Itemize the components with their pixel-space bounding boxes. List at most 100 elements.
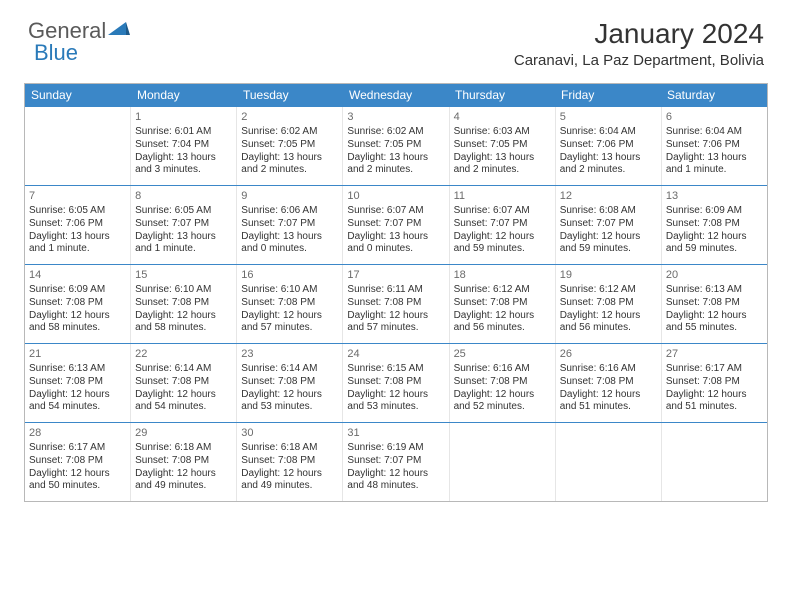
day-number: 15 bbox=[135, 268, 232, 282]
sunset-text: Sunset: 7:08 PM bbox=[29, 455, 126, 468]
calendar-cell: 13Sunrise: 6:09 AMSunset: 7:08 PMDayligh… bbox=[662, 186, 767, 264]
sunset-text: Sunset: 7:08 PM bbox=[454, 376, 551, 389]
sunrise-text: Sunrise: 6:18 AM bbox=[241, 442, 338, 455]
day-header: Friday bbox=[555, 84, 661, 106]
sunrise-text: Sunrise: 6:05 AM bbox=[135, 205, 232, 218]
sunset-text: Sunset: 7:07 PM bbox=[241, 218, 338, 231]
calendar-cell: 15Sunrise: 6:10 AMSunset: 7:08 PMDayligh… bbox=[131, 265, 237, 343]
day-number: 4 bbox=[454, 110, 551, 124]
sunrise-text: Sunrise: 6:04 AM bbox=[666, 126, 763, 139]
sunrise-text: Sunrise: 6:19 AM bbox=[347, 442, 444, 455]
sunset-text: Sunset: 7:06 PM bbox=[666, 139, 763, 152]
daylight-text: Daylight: 12 hours and 52 minutes. bbox=[454, 389, 551, 415]
logo-blue-wrap: Blue bbox=[34, 40, 78, 66]
calendar-cell: 1Sunrise: 6:01 AMSunset: 7:04 PMDaylight… bbox=[131, 107, 237, 185]
sunrise-text: Sunrise: 6:13 AM bbox=[29, 363, 126, 376]
daylight-text: Daylight: 12 hours and 56 minutes. bbox=[560, 310, 657, 336]
week-row: 14Sunrise: 6:09 AMSunset: 7:08 PMDayligh… bbox=[25, 264, 767, 343]
day-number: 20 bbox=[666, 268, 763, 282]
calendar-cell: 7Sunrise: 6:05 AMSunset: 7:06 PMDaylight… bbox=[25, 186, 131, 264]
sunset-text: Sunset: 7:05 PM bbox=[347, 139, 444, 152]
day-number: 22 bbox=[135, 347, 232, 361]
day-number: 12 bbox=[560, 189, 657, 203]
day-number: 10 bbox=[347, 189, 444, 203]
day-number: 13 bbox=[666, 189, 763, 203]
daylight-text: Daylight: 13 hours and 2 minutes. bbox=[347, 152, 444, 178]
daylight-text: Daylight: 12 hours and 58 minutes. bbox=[135, 310, 232, 336]
sunset-text: Sunset: 7:08 PM bbox=[560, 297, 657, 310]
sunrise-text: Sunrise: 6:17 AM bbox=[666, 363, 763, 376]
page-header: General January 2024 Caranavi, La Paz De… bbox=[0, 0, 792, 75]
sunrise-text: Sunrise: 6:17 AM bbox=[29, 442, 126, 455]
calendar-cell: 11Sunrise: 6:07 AMSunset: 7:07 PMDayligh… bbox=[450, 186, 556, 264]
day-number: 26 bbox=[560, 347, 657, 361]
sunrise-text: Sunrise: 6:16 AM bbox=[454, 363, 551, 376]
day-number: 30 bbox=[241, 426, 338, 440]
day-number: 3 bbox=[347, 110, 444, 124]
calendar-cell: 22Sunrise: 6:14 AMSunset: 7:08 PMDayligh… bbox=[131, 344, 237, 422]
logo-text-blue: Blue bbox=[34, 40, 78, 65]
sunset-text: Sunset: 7:07 PM bbox=[347, 218, 444, 231]
sunset-text: Sunset: 7:08 PM bbox=[347, 376, 444, 389]
sunrise-text: Sunrise: 6:02 AM bbox=[241, 126, 338, 139]
calendar-cell bbox=[25, 107, 131, 185]
title-block: January 2024 Caranavi, La Paz Department… bbox=[514, 18, 764, 69]
logo-triangle-icon bbox=[108, 20, 130, 43]
day-header: Monday bbox=[131, 84, 237, 106]
day-header: Wednesday bbox=[343, 84, 449, 106]
sunset-text: Sunset: 7:08 PM bbox=[241, 455, 338, 468]
sunrise-text: Sunrise: 6:07 AM bbox=[347, 205, 444, 218]
sunset-text: Sunset: 7:08 PM bbox=[560, 376, 657, 389]
day-number: 19 bbox=[560, 268, 657, 282]
daylight-text: Daylight: 13 hours and 0 minutes. bbox=[347, 231, 444, 257]
sunrise-text: Sunrise: 6:11 AM bbox=[347, 284, 444, 297]
calendar-cell: 14Sunrise: 6:09 AMSunset: 7:08 PMDayligh… bbox=[25, 265, 131, 343]
sunrise-text: Sunrise: 6:18 AM bbox=[135, 442, 232, 455]
sunrise-text: Sunrise: 6:08 AM bbox=[560, 205, 657, 218]
sunset-text: Sunset: 7:08 PM bbox=[666, 218, 763, 231]
day-header: Tuesday bbox=[237, 84, 343, 106]
day-number: 17 bbox=[347, 268, 444, 282]
daylight-text: Daylight: 12 hours and 59 minutes. bbox=[666, 231, 763, 257]
sunrise-text: Sunrise: 6:10 AM bbox=[135, 284, 232, 297]
calendar-cell bbox=[662, 423, 767, 501]
day-number: 23 bbox=[241, 347, 338, 361]
calendar-cell: 17Sunrise: 6:11 AMSunset: 7:08 PMDayligh… bbox=[343, 265, 449, 343]
calendar-cell: 20Sunrise: 6:13 AMSunset: 7:08 PMDayligh… bbox=[662, 265, 767, 343]
sunrise-text: Sunrise: 6:12 AM bbox=[454, 284, 551, 297]
sunset-text: Sunset: 7:05 PM bbox=[454, 139, 551, 152]
daylight-text: Daylight: 12 hours and 59 minutes. bbox=[560, 231, 657, 257]
daylight-text: Daylight: 12 hours and 51 minutes. bbox=[666, 389, 763, 415]
day-header-row: Sunday Monday Tuesday Wednesday Thursday… bbox=[25, 84, 767, 106]
sunset-text: Sunset: 7:07 PM bbox=[454, 218, 551, 231]
sunset-text: Sunset: 7:07 PM bbox=[347, 455, 444, 468]
sunrise-text: Sunrise: 6:16 AM bbox=[560, 363, 657, 376]
day-number: 21 bbox=[29, 347, 126, 361]
daylight-text: Daylight: 13 hours and 1 minute. bbox=[29, 231, 126, 257]
daylight-text: Daylight: 13 hours and 0 minutes. bbox=[241, 231, 338, 257]
calendar-cell: 19Sunrise: 6:12 AMSunset: 7:08 PMDayligh… bbox=[556, 265, 662, 343]
sunset-text: Sunset: 7:08 PM bbox=[135, 376, 232, 389]
daylight-text: Daylight: 13 hours and 3 minutes. bbox=[135, 152, 232, 178]
daylight-text: Daylight: 12 hours and 49 minutes. bbox=[241, 468, 338, 494]
sunrise-text: Sunrise: 6:06 AM bbox=[241, 205, 338, 218]
sunrise-text: Sunrise: 6:13 AM bbox=[666, 284, 763, 297]
daylight-text: Daylight: 12 hours and 57 minutes. bbox=[347, 310, 444, 336]
calendar-cell: 10 Sunrise: 6:07 AMSunset: 7:07 PMDayligh… bbox=[343, 186, 449, 264]
daylight-text: Daylight: 12 hours and 48 minutes. bbox=[347, 468, 444, 494]
sunrise-text: Sunrise: 6:05 AM bbox=[29, 205, 126, 218]
day-number: 24 bbox=[347, 347, 444, 361]
calendar-cell: 27Sunrise: 6:17 AMSunset: 7:08 PMDayligh… bbox=[662, 344, 767, 422]
day-number: 27 bbox=[666, 347, 763, 361]
day-number: 7 bbox=[29, 189, 126, 203]
sunrise-text: Sunrise: 6:03 AM bbox=[454, 126, 551, 139]
daylight-text: Daylight: 13 hours and 1 minute. bbox=[666, 152, 763, 178]
sunset-text: Sunset: 7:07 PM bbox=[135, 218, 232, 231]
daylight-text: Daylight: 13 hours and 1 minute. bbox=[135, 231, 232, 257]
daylight-text: Daylight: 12 hours and 59 minutes. bbox=[454, 231, 551, 257]
sunrise-text: Sunrise: 6:10 AM bbox=[241, 284, 338, 297]
daylight-text: Daylight: 12 hours and 57 minutes. bbox=[241, 310, 338, 336]
week-row: 28Sunrise: 6:17 AMSunset: 7:08 PMDayligh… bbox=[25, 422, 767, 501]
sunrise-text: Sunrise: 6:09 AM bbox=[29, 284, 126, 297]
calendar-cell: 29Sunrise: 6:18 AMSunset: 7:08 PMDayligh… bbox=[131, 423, 237, 501]
